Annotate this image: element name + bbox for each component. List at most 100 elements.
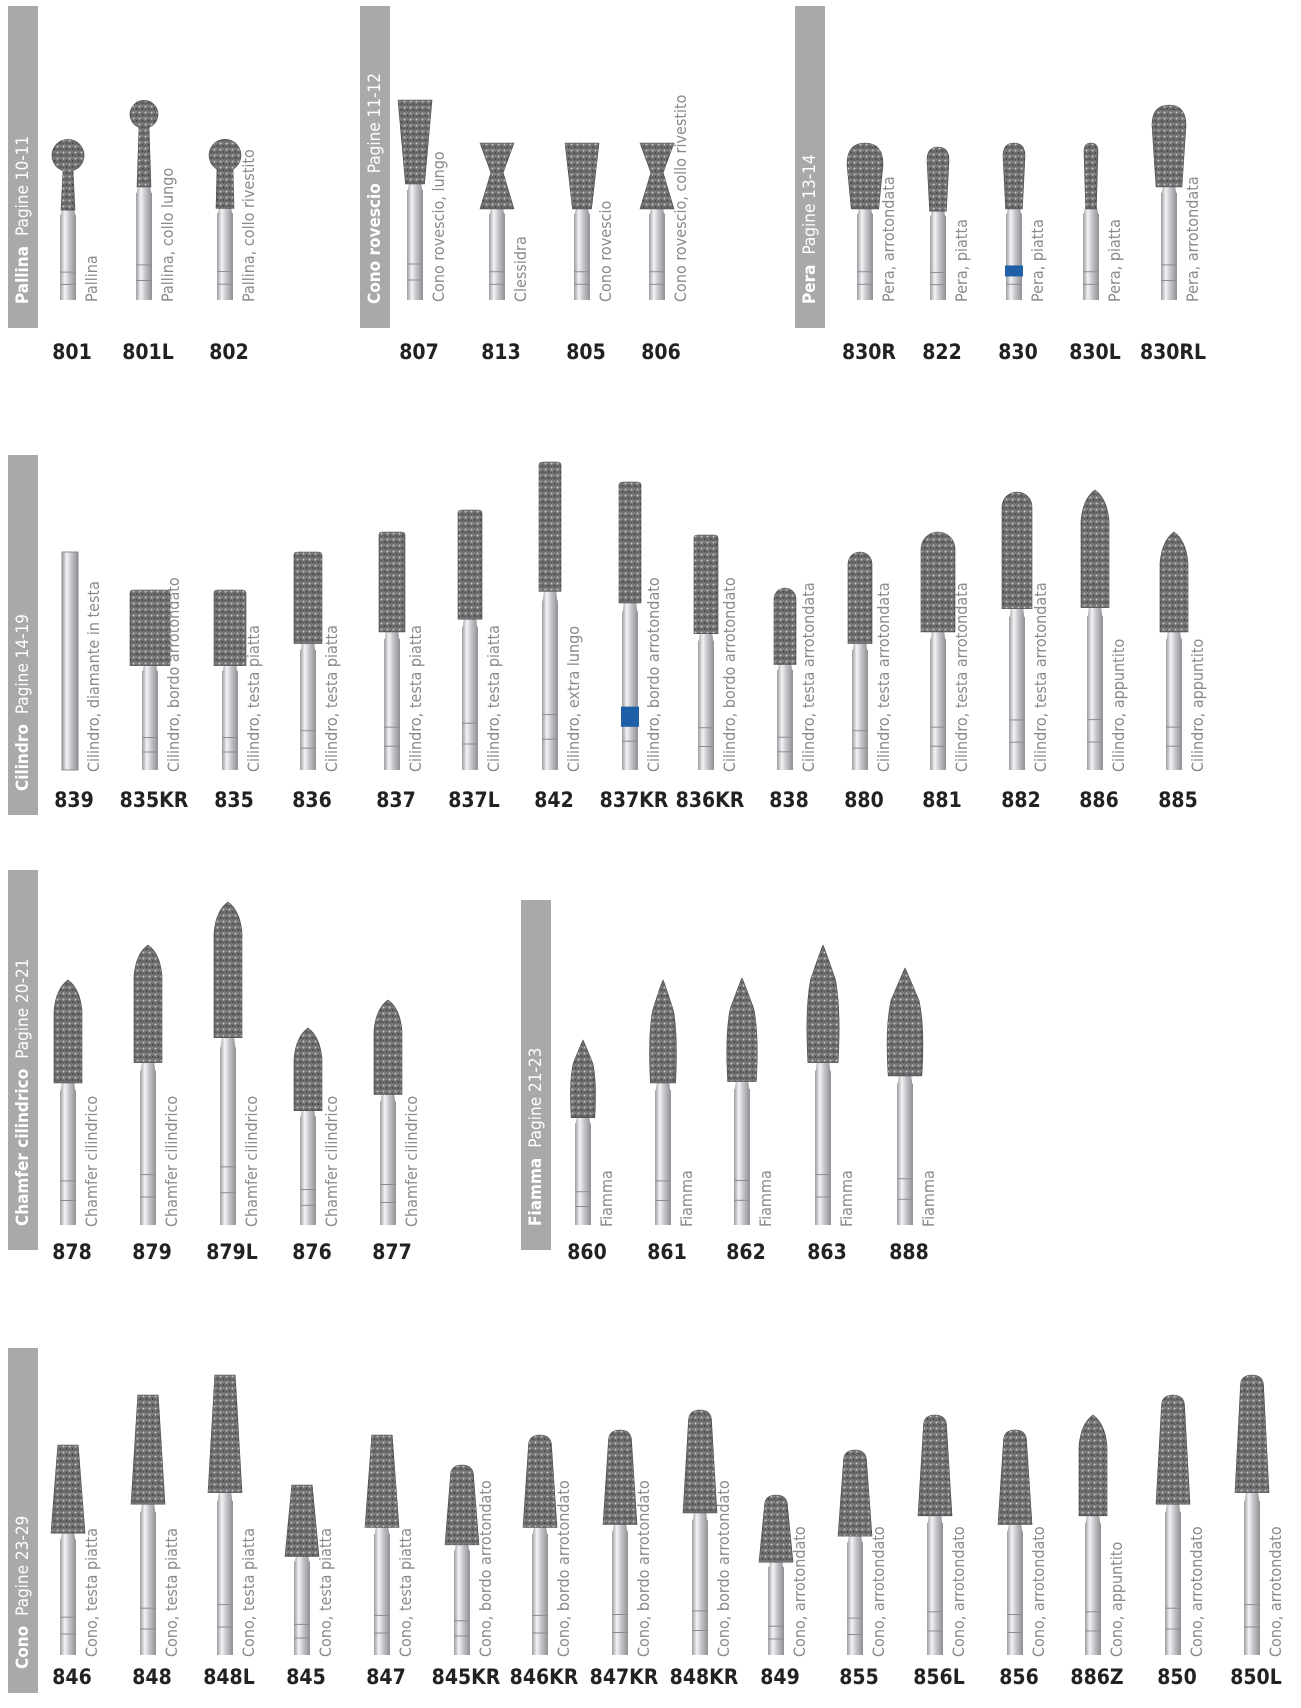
section-pages: Pagine 10-11	[13, 135, 33, 236]
bur-801	[51, 139, 85, 300]
diamond-head	[1078, 1414, 1108, 1517]
bur-label: Pera, arrotondata	[1183, 176, 1202, 302]
bur-846KR	[522, 1434, 558, 1655]
shank	[847, 1542, 863, 1655]
bur-code: 845KR	[431, 1665, 501, 1689]
bur-label: Fiamma	[756, 1170, 775, 1227]
diamond-head	[457, 509, 483, 620]
bur-code: 886Z	[1070, 1665, 1124, 1689]
shank	[222, 671, 238, 770]
bur-label: Chamfer cilindrico	[242, 1095, 261, 1227]
bur-856	[997, 1429, 1033, 1655]
bur-label: Cono, testa piatta	[316, 1527, 335, 1657]
bur-code: 855	[839, 1665, 879, 1689]
bur-861	[649, 979, 677, 1225]
shank	[140, 1071, 156, 1225]
bur-code: 877	[372, 1240, 412, 1264]
bur-label: Cilindro, testa arrotondata	[952, 582, 971, 772]
diamond-head	[1159, 531, 1189, 633]
diamond-head	[538, 461, 562, 592]
shank	[574, 213, 590, 300]
bur-855	[837, 1449, 873, 1655]
shank	[380, 1101, 396, 1225]
diamond-head	[917, 1414, 953, 1517]
diamond-head	[926, 146, 950, 212]
shank	[1244, 1501, 1260, 1655]
diamond-head	[773, 587, 797, 665]
color-band	[621, 706, 639, 727]
bur-code: 856	[999, 1665, 1039, 1689]
bur-code: 856L	[913, 1665, 965, 1689]
bur-label: Clessidra	[511, 236, 530, 302]
section-bar-cilindro: Cilindro Pagine 14-19	[8, 455, 38, 815]
shank	[142, 671, 158, 770]
bur-label: Cono rovescio, lungo	[429, 151, 448, 302]
diamond-head	[444, 1464, 480, 1546]
bur-801L	[129, 100, 159, 300]
bur-label: Cono rovescio	[596, 200, 615, 302]
bur-878	[53, 979, 83, 1225]
diamond-head	[213, 589, 247, 666]
bur-838	[773, 587, 797, 770]
diamond-head	[564, 142, 600, 210]
bur-label: Cono, testa piatta	[239, 1527, 258, 1657]
bur-label: Cono, arrotondato	[1029, 1526, 1048, 1657]
bur-code: 848L	[203, 1665, 255, 1689]
bur-label: Cono, appuntito	[1107, 1541, 1126, 1657]
diamond-head	[649, 979, 677, 1084]
section-title: Fiamma	[526, 1157, 546, 1226]
bur-label: Cono, testa piatta	[82, 1527, 101, 1657]
bur-code: 836KR	[675, 788, 745, 812]
bur-code: 849	[760, 1665, 800, 1689]
shank	[294, 1561, 310, 1655]
shank	[622, 611, 638, 770]
shank	[692, 1520, 708, 1655]
bur-code: 807	[399, 340, 439, 364]
bur-837	[378, 531, 406, 770]
bur-830	[1002, 142, 1026, 300]
bur-code: 847KR	[589, 1665, 659, 1689]
bur-code: 863	[807, 1240, 847, 1264]
bur-837L	[457, 509, 483, 770]
section-title: Cilindro	[13, 724, 33, 791]
bur-label: Cono, bordo arrotondato	[714, 1480, 733, 1657]
bur-886Z	[1078, 1414, 1108, 1655]
bur-822	[926, 146, 950, 300]
bur-label: Fiamma	[597, 1170, 616, 1227]
diamond-head	[129, 100, 159, 188]
shank	[927, 1523, 943, 1655]
bur-label: Pera, piatta	[1028, 219, 1047, 302]
bur-881	[920, 531, 956, 770]
bur-code: 837L	[448, 788, 500, 812]
bur-label: Cilindro, testa arrotondata	[1031, 582, 1050, 772]
bur-code: 830	[998, 340, 1038, 364]
diamond-head	[1151, 104, 1187, 188]
shank	[852, 650, 868, 770]
bur-847KR	[602, 1429, 638, 1655]
bur-label: Cilindro, bordo arrotondato	[644, 577, 663, 772]
shank	[220, 1047, 236, 1225]
shank	[655, 1090, 671, 1225]
bur-842	[538, 461, 562, 770]
bur-code: 848KR	[669, 1665, 739, 1689]
bur-848L	[207, 1374, 243, 1655]
shank	[374, 1534, 390, 1655]
bur-label: Chamfer cilindrico	[322, 1095, 341, 1227]
section-pages: Pagine 20-21	[13, 958, 33, 1059]
bur-code: 837	[376, 788, 416, 812]
diamond-head	[806, 944, 840, 1063]
diamond-head	[618, 481, 642, 604]
bur-label: Pera, piatta	[952, 219, 971, 302]
bur-code: 881	[922, 788, 962, 812]
section-bar-chamfer: Chamfer cilindrico Pagine 20-21	[8, 870, 38, 1250]
shank	[1166, 639, 1182, 770]
section-bar-pallina: Pallina Pagine 10-11	[8, 6, 38, 328]
diamond-head	[293, 551, 323, 644]
section-pages: Pagine 13-14	[800, 154, 820, 255]
shank	[698, 640, 714, 770]
bur-label: Cono, testa piatta	[162, 1527, 181, 1657]
shank	[60, 1539, 76, 1655]
bur-888	[886, 967, 924, 1225]
bur-code: 880	[844, 788, 884, 812]
diamond-head	[837, 1449, 873, 1537]
